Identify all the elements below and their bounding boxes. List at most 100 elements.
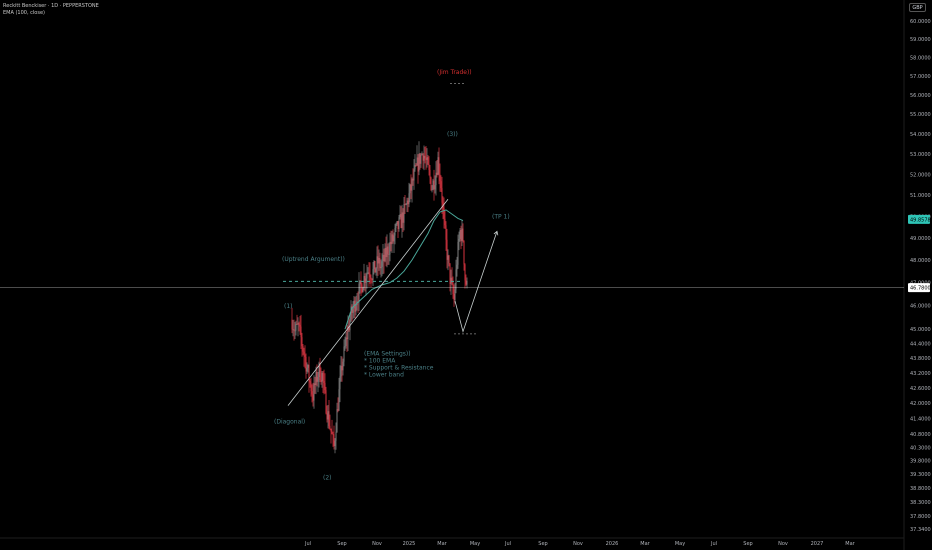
time-tick-label: 2025 — [403, 541, 416, 547]
candle-body — [391, 234, 393, 245]
candle-body — [420, 154, 422, 164]
currency-button[interactable]: GBP — [909, 3, 926, 12]
candle-body — [315, 371, 317, 386]
candle-body — [363, 275, 365, 288]
indicator-legend[interactable]: EMA (100, close) — [3, 10, 45, 16]
candle-body — [443, 207, 445, 219]
candle-body — [424, 155, 426, 159]
candle-body — [396, 221, 398, 225]
candle-body — [384, 247, 386, 262]
candle-body — [337, 409, 339, 411]
candle-body — [429, 169, 431, 178]
price-tick-label: 42.6000 — [910, 386, 931, 392]
ema-line — [344, 209, 464, 330]
annotation-label: (Diagonal) — [274, 419, 305, 426]
ema-settings-note-line: * 100 EMA — [364, 358, 396, 365]
candle-body — [386, 246, 388, 258]
candle-body — [353, 300, 355, 309]
price-tick-label: 37.8000 — [910, 514, 931, 520]
candle-body — [320, 380, 322, 382]
annotation-label: (Uptrend Argument)) — [282, 256, 345, 263]
candle-body — [428, 164, 430, 170]
price-tick-label: 44.4000 — [910, 342, 931, 348]
candle-body — [370, 277, 372, 280]
candle-body — [372, 269, 374, 280]
time-tick-label: Mar — [640, 541, 650, 547]
candle-body — [402, 212, 404, 223]
price-tick-label: 51.0000 — [910, 193, 931, 199]
candle-body — [451, 277, 453, 283]
price-tick-label: 38.8000 — [910, 486, 931, 492]
candle-body — [332, 434, 334, 435]
projection-path — [454, 231, 498, 333]
candle-body — [297, 323, 299, 325]
candle-body — [459, 230, 461, 239]
candle-body — [321, 372, 323, 382]
time-tick-label: Nov — [372, 541, 382, 547]
candle-body — [345, 337, 347, 347]
candle-body — [352, 308, 354, 313]
candle-body — [323, 381, 325, 383]
time-tick-label: Sep — [538, 541, 547, 547]
candle-body — [395, 224, 397, 229]
candle-body — [349, 319, 351, 331]
candle-body — [390, 241, 392, 245]
candle-body — [405, 204, 407, 206]
price-tick-label: 46.0000 — [910, 304, 931, 310]
price-tick-label: 42.0000 — [910, 401, 931, 407]
candle-body — [419, 153, 421, 164]
price-tick-label: 55.0000 — [910, 112, 931, 118]
candle-body — [373, 260, 375, 270]
candle-body — [293, 329, 295, 331]
candle-body — [407, 200, 409, 205]
price-tick-label: 40.3000 — [910, 445, 931, 451]
candle-body — [439, 174, 441, 182]
candle-body — [314, 383, 316, 386]
price-tick-label: 40.8000 — [910, 432, 931, 438]
candle-body — [294, 330, 296, 332]
price-tick-label: 45.0000 — [910, 327, 931, 333]
candle-body — [359, 280, 361, 284]
candle-body — [404, 203, 406, 205]
candle-body — [371, 279, 373, 280]
candle-body — [301, 337, 303, 346]
price-axis[interactable]: 60.0000 59.0000 58.0000 57.0000 56.0000 55.00… — [910, 19, 931, 533]
symbol-title[interactable]: Reckitt Benckiser · 1D · PEPPERSTONE — [3, 3, 99, 9]
time-tick-label: Nov — [778, 541, 788, 547]
candle-body — [387, 246, 389, 255]
candle-body — [456, 264, 458, 270]
candle-body — [441, 188, 443, 203]
candle-body — [322, 372, 324, 382]
candle-body — [319, 363, 321, 381]
candle-body — [392, 234, 394, 242]
candle-body — [452, 282, 454, 294]
candle-body — [304, 354, 306, 357]
annotation-label: (2) — [323, 475, 332, 482]
candle-body — [378, 257, 380, 264]
candle-body — [415, 165, 417, 166]
candle-body — [464, 264, 466, 281]
candle-body — [310, 382, 312, 392]
price-tick-label: 39.8000 — [910, 459, 931, 465]
candle-body — [383, 254, 385, 262]
trendline — [287, 199, 449, 406]
candle-body — [448, 255, 450, 264]
candle-body — [361, 284, 363, 293]
candle-body — [309, 380, 311, 383]
annotation-label: (3)) — [447, 131, 458, 138]
candle-body — [408, 193, 410, 205]
projection-arrow — [493, 230, 499, 236]
candle-body — [306, 367, 308, 372]
candle-body — [433, 180, 435, 190]
candle-body — [380, 266, 382, 269]
candle-body — [426, 157, 428, 160]
price-tick-label: 60.0000 — [910, 19, 931, 25]
candle-body — [307, 365, 309, 368]
candle-body — [447, 255, 449, 260]
candle-body — [406, 200, 408, 205]
time-axis[interactable]: Jul Sep Nov 2025 Mar May Jul Sep Nov 2026 Mar May Ju… — [304, 541, 856, 547]
candle-body — [302, 345, 304, 352]
candle-body — [430, 177, 432, 190]
candle-body — [400, 214, 402, 228]
